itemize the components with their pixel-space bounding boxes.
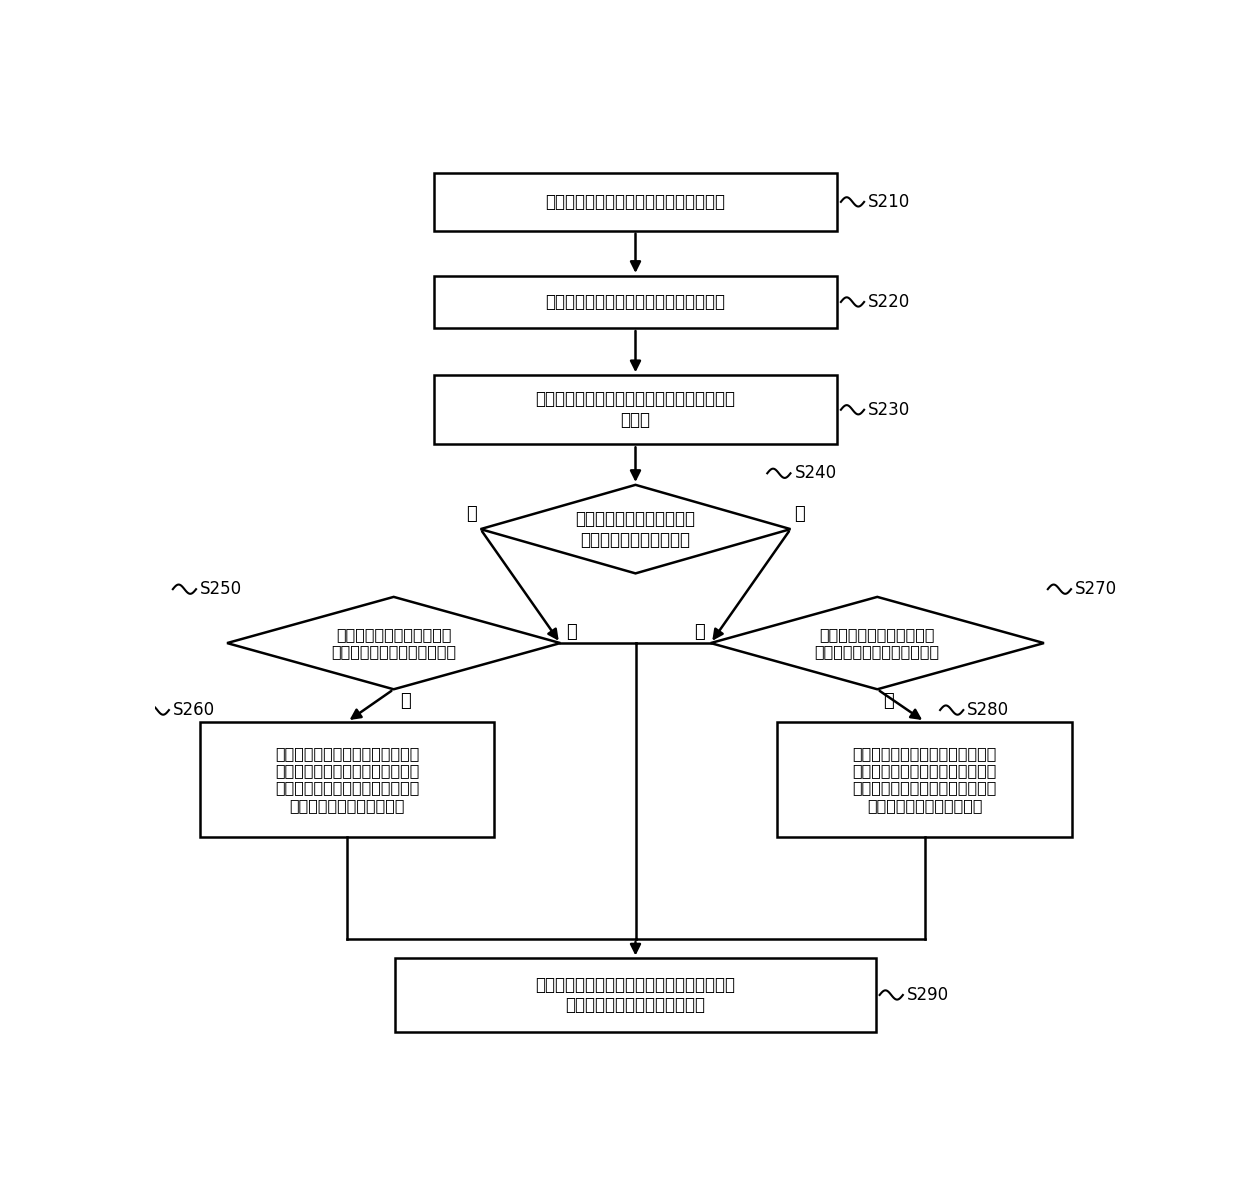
Text: 根据环境声音信号确定当前环境声音强度: 根据环境声音信号确定当前环境声音强度 xyxy=(546,293,725,311)
Text: S290: S290 xyxy=(906,986,949,1004)
Text: 是: 是 xyxy=(567,622,578,640)
Text: S250: S250 xyxy=(200,580,242,598)
Polygon shape xyxy=(481,485,791,573)
Text: S280: S280 xyxy=(967,701,1009,719)
Text: S260: S260 xyxy=(172,701,215,719)
Bar xyxy=(200,722,495,837)
Bar xyxy=(434,276,837,328)
Bar xyxy=(434,375,837,444)
Text: 判断当前环境声音强度是否
大于预设标准声音强度？: 判断当前环境声音强度是否 大于预设标准声音强度？ xyxy=(575,509,696,549)
Polygon shape xyxy=(227,597,560,689)
Text: 判断当前本机输出声音强度
是否小于当前环境声音强度？: 判断当前本机输出声音强度 是否小于当前环境声音强度？ xyxy=(331,627,456,659)
Bar xyxy=(777,722,1071,837)
Text: 否: 否 xyxy=(884,692,894,710)
Text: 否: 否 xyxy=(401,692,410,710)
Text: S240: S240 xyxy=(795,465,837,483)
Text: S210: S210 xyxy=(868,193,910,211)
Text: 降低当前本机输出声音强度，直至
当前本机输出声音强度小于当前环
境声音强度，并基于降低后的本机
输出声音强度输出声音信号: 降低当前本机输出声音强度，直至 当前本机输出声音强度小于当前环 境声音强度，并基… xyxy=(275,746,419,813)
Polygon shape xyxy=(711,597,1044,689)
Text: 降低当前本机输出声音强度，直至
当前本机输出声音强度小于预设标
准声音强度，并基于降低后的本机
输出声音强度输出声音信号: 降低当前本机输出声音强度，直至 当前本机输出声音强度小于预设标 准声音强度，并基… xyxy=(852,746,997,813)
Text: 接收至少一个麦克风采集的环境声音信号: 接收至少一个麦克风采集的环境声音信号 xyxy=(546,193,725,211)
Text: S220: S220 xyxy=(868,293,910,311)
Bar xyxy=(434,173,837,231)
Text: 保持当前本机输出声音强度不变，并基于当前
本机输出声音强度输出声音信号: 保持当前本机输出声音强度不变，并基于当前 本机输出声音强度输出声音信号 xyxy=(536,975,735,1015)
Text: 否: 否 xyxy=(795,504,805,522)
Text: 判断当前本机输出声音强度
是否小于预设标准声音强度？: 判断当前本机输出声音强度 是否小于预设标准声音强度？ xyxy=(815,627,940,659)
Bar xyxy=(396,958,875,1032)
Text: S270: S270 xyxy=(1075,580,1117,598)
Text: 根据本机输出的声音信号确定当前本机输出声
音强度: 根据本机输出的声音信号确定当前本机输出声 音强度 xyxy=(536,390,735,429)
Text: S230: S230 xyxy=(868,401,910,419)
Text: 是: 是 xyxy=(466,504,476,522)
Text: 是: 是 xyxy=(693,622,704,640)
